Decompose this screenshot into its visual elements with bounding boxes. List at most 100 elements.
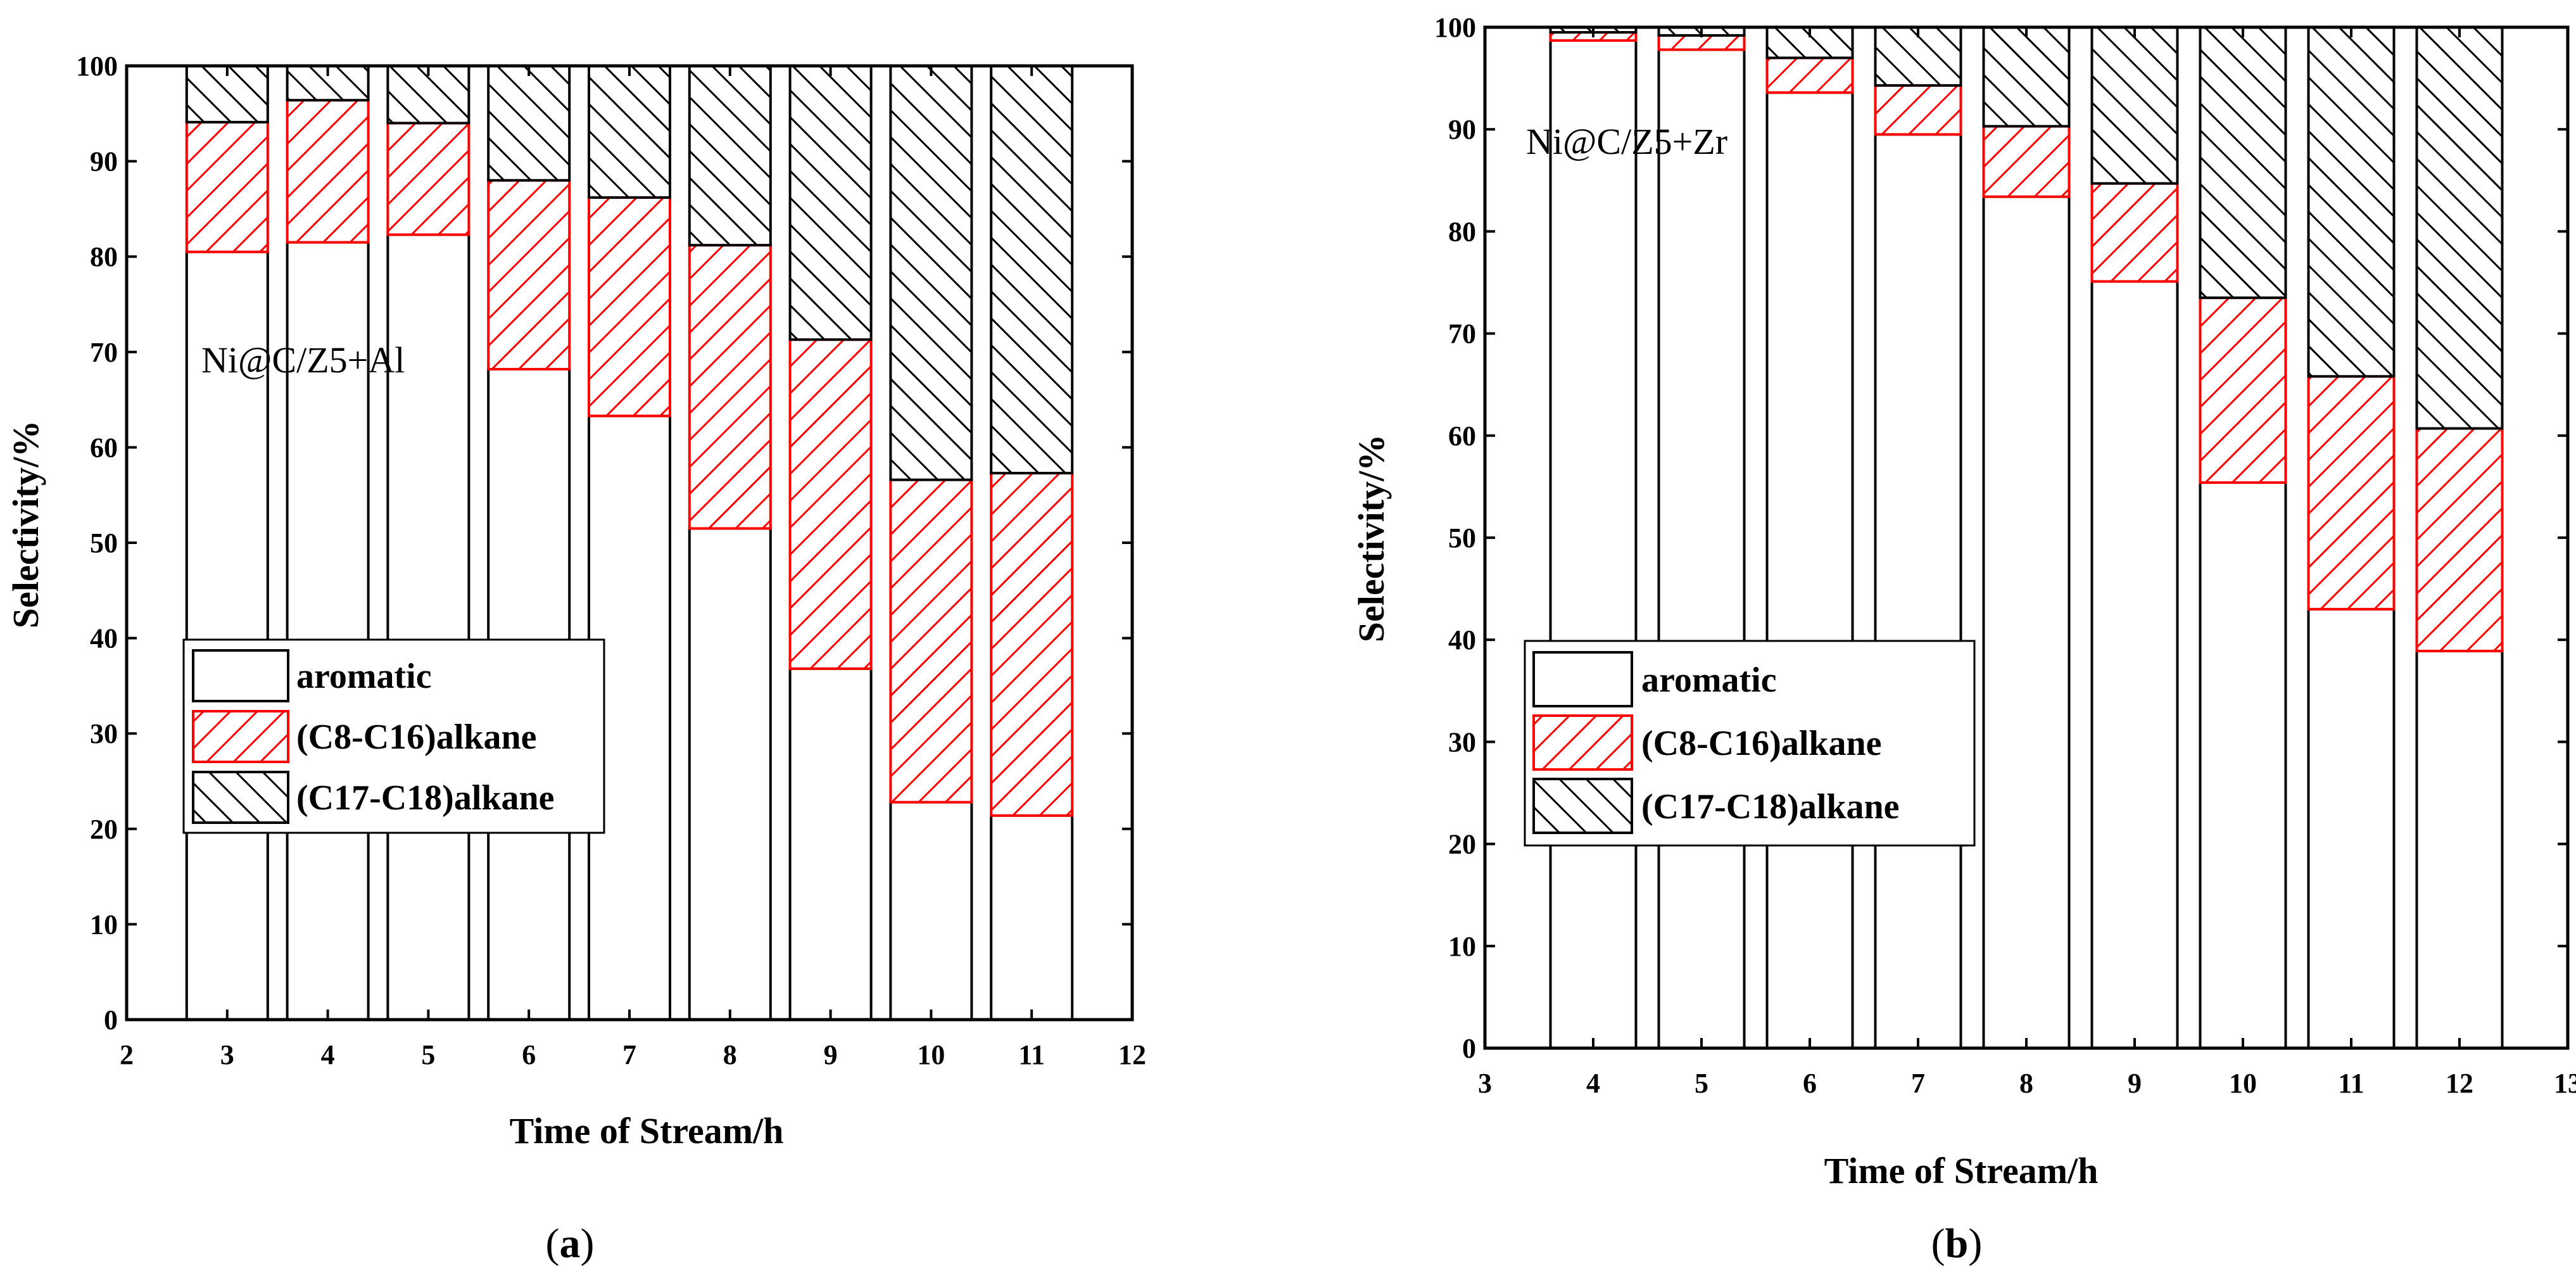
bar-c8c16-a-t8: [688, 244, 772, 530]
chart-panel-a: 0 10 20 30 40 50 60 70 80 90 100 2 3 4 5 6 7 8 9 10 11 12 Ni@…: [5, 51, 1146, 1267]
y-tick-label-a-80: 80: [90, 241, 118, 272]
x-tick-label-b-4: 4: [1586, 1068, 1600, 1099]
y-tick-label-b-100: 100: [1434, 12, 1476, 43]
bar-c8c16-b-t11: [2307, 375, 2396, 611]
x-tick-label-a-7: 7: [622, 1039, 636, 1070]
legend-swatch-c17c18-b: [1532, 778, 1633, 834]
bar-c8c16-a-t4: [286, 99, 370, 244]
bar-c17c18-b-t10: [2199, 26, 2287, 300]
y-tick-label-a-60: 60: [90, 432, 118, 463]
bar-aromatic-b-t11: [2307, 607, 2396, 1049]
bar-c8c16-b-t8: [1982, 125, 2071, 198]
bar-c17c18-a-t7: [588, 65, 671, 199]
legend-b: aromatic (C8-C16)alkane (C17-C18)alkane: [1524, 640, 1976, 847]
panel-caption-b: (b): [1931, 1220, 1983, 1267]
bar-c8c16-a-t10: [889, 478, 973, 804]
y-axis-title-b: Selectivity/%: [1351, 434, 1392, 643]
y-tick-label-b-60: 60: [1448, 421, 1476, 452]
bar-c8c16-a-t11: [990, 472, 1074, 817]
bar-c17c18-b-t8: [1982, 26, 2071, 128]
bar-c17c18-a-t11: [990, 65, 1074, 475]
bar-c8c16-b-t12: [2415, 427, 2504, 652]
x-tick-label-b-12: 12: [2446, 1068, 2473, 1099]
y-tick-label-a-100: 100: [76, 51, 118, 82]
y-tick-label-b-50: 50: [1448, 522, 1476, 554]
y-axis-title-a: Selectivity/%: [5, 421, 46, 629]
x-tick-label-a-3: 3: [220, 1039, 234, 1070]
legend-label-c8c16-a: (C8-C16)alkane: [296, 718, 537, 757]
bar-aromatic-b-t8: [1982, 195, 2071, 1049]
y-tick-label-a-50: 50: [90, 528, 118, 559]
legend-label-c17c18-b: (C17-C18)alkane: [1641, 787, 1900, 826]
panel-letter-b: b: [1945, 1220, 1969, 1267]
bar-c8c16-a-t3: [185, 120, 269, 253]
bar-c17c18-a-t9: [788, 65, 873, 341]
x-tick-label-b-9: 9: [2128, 1068, 2142, 1099]
bar-c17c18-b-t9: [2090, 26, 2179, 185]
x-tick-label-a-5: 5: [421, 1039, 435, 1070]
x-axis-title-a: Time of Stream/h: [510, 1110, 784, 1151]
y-tick-label-b-20: 20: [1448, 829, 1476, 860]
panel-letter-a: a: [560, 1220, 581, 1267]
annotation-catalyst-a: Ni@C/Z5+Al: [201, 339, 405, 381]
chart-panel-b: 0 10 20 30 40 50 60 70 80 90 100 3 4 5 6 7 8 9 10 11 12 13 Ni…: [1351, 12, 2576, 1267]
legend-swatch-c8c16-b: [1532, 714, 1633, 771]
bar-c8c16-b-t6: [1765, 56, 1854, 94]
bar-c8c16-a-t9: [788, 338, 873, 670]
bar-c8c16-b-t7: [1874, 84, 1962, 136]
y-tick-label-a-40: 40: [90, 623, 118, 654]
y-tick-label-a-30: 30: [90, 718, 118, 749]
x-tick-label-a-6: 6: [522, 1039, 536, 1070]
bar-c17c18-a-t6: [487, 65, 571, 182]
x-tick-label-a-4: 4: [321, 1039, 335, 1070]
bar-aromatic-b-t5: [1657, 48, 1746, 1050]
y-tick-label-b-70: 70: [1448, 319, 1476, 350]
bar-c17c18-b-t11: [2307, 26, 2396, 378]
legend-a: aromatic (C8-C16)alkane (C17-C18)alkane: [182, 638, 605, 834]
bar-aromatic-a-t11: [990, 814, 1074, 1021]
x-tick-label-b-13: 13: [2554, 1068, 2576, 1099]
x-tick-label-a-11: 11: [1018, 1039, 1045, 1070]
x-tick-label-b-8: 8: [2019, 1068, 2033, 1099]
x-tick-label-a-2: 2: [120, 1039, 134, 1070]
panel-caption-a: (a): [546, 1220, 595, 1267]
y-tick-label-b-90: 90: [1448, 114, 1476, 145]
bar-aromatic-a-t3: [185, 250, 269, 1021]
legend-label-aromatic-a: aromatic: [296, 657, 432, 696]
x-tick-label-b-11: 11: [2338, 1068, 2364, 1099]
x-tick-label-b-10: 10: [2229, 1068, 2257, 1099]
bar-c8c16-b-t10: [2199, 296, 2287, 484]
bar-aromatic-a-t8: [688, 527, 772, 1021]
legend-label-c17c18-a: (C17-C18)alkane: [296, 778, 555, 818]
y-tick-label-a-20: 20: [90, 814, 118, 845]
y-tick-label-b-40: 40: [1448, 624, 1476, 655]
bar-c17c18-a-t8: [688, 65, 772, 247]
bar-aromatic-b-t9: [2090, 280, 2179, 1050]
bar-c8c16-a-t5: [386, 122, 470, 236]
bar-aromatic-b-t7: [1874, 133, 1962, 1049]
legend-label-c8c16-b: (C8-C16)alkane: [1641, 724, 1882, 763]
legend-swatch-aromatic-a: [192, 649, 289, 702]
x-tick-label-b-3: 3: [1478, 1068, 1492, 1099]
bar-c8c16-b-t5: [1657, 34, 1746, 51]
bar-c17c18-a-t10: [889, 65, 973, 481]
bar-aromatic-b-t12: [2415, 649, 2504, 1049]
bar-c17c18-a-t4: [286, 65, 370, 102]
legend-swatch-c8c16-a: [192, 710, 289, 763]
bar-aromatic-a-t9: [788, 667, 873, 1021]
annotation-catalyst-b: Ni@C/Z5+Zr: [1526, 121, 1727, 162]
x-tick-label-a-9: 9: [824, 1039, 838, 1070]
bar-c8c16-a-t6: [487, 179, 571, 370]
x-tick-label-a-8: 8: [723, 1039, 737, 1070]
y-tick-label-a-90: 90: [90, 146, 118, 177]
legend-label-aromatic-b: aromatic: [1641, 661, 1777, 700]
y-tick-label-b-10: 10: [1448, 931, 1476, 962]
x-tick-label-b-7: 7: [1911, 1068, 1925, 1099]
bar-c8c16-a-t7: [588, 196, 671, 417]
legend-swatch-c17c18-a: [192, 771, 289, 824]
y-tick-label-a-0: 0: [104, 1004, 118, 1035]
x-tick-label-b-5: 5: [1695, 1068, 1708, 1099]
legend-swatch-aromatic-b: [1532, 651, 1633, 707]
y-tick-label-a-10: 10: [90, 909, 118, 940]
